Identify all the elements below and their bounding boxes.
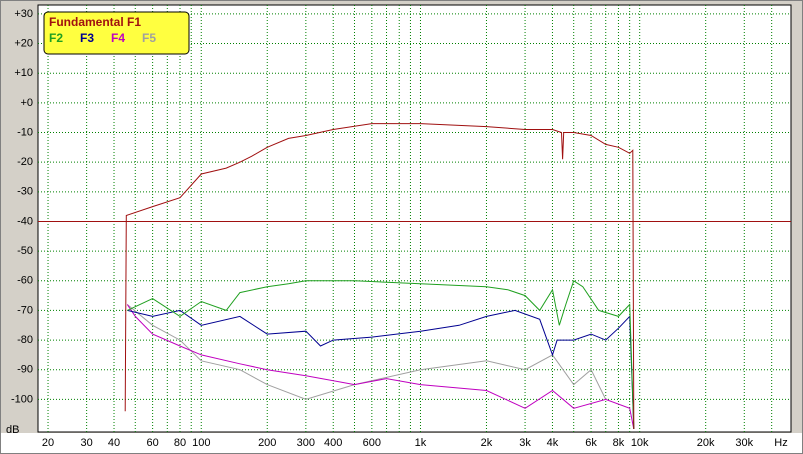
x-tick-label: 10k — [631, 437, 649, 449]
legend-label: F4 — [111, 31, 125, 45]
y-tick-label: -50 — [17, 245, 33, 257]
y-tick-label: -80 — [17, 334, 33, 346]
x-tick-label: 6k — [585, 437, 597, 449]
x-tick-label: 200 — [258, 437, 276, 449]
x-tick-label: 100 — [192, 437, 210, 449]
x-tick-label: 60 — [146, 437, 158, 449]
x-tick-label: 20k — [697, 437, 715, 449]
y-tick-label: -100 — [11, 393, 33, 405]
y-tick-label: -40 — [17, 215, 33, 227]
x-tick-label: 1k — [415, 437, 427, 449]
series-line — [126, 304, 635, 430]
plot-area — [37, 4, 792, 433]
x-tick-label: 8k — [613, 437, 625, 449]
series-line — [127, 309, 635, 430]
y-tick-label: -60 — [17, 275, 33, 287]
x-tick-label: 300 — [297, 437, 315, 449]
y-tick-label: -10 — [17, 126, 33, 138]
x-tick-label: 400 — [324, 437, 342, 449]
x-tick-label: 4k — [547, 437, 559, 449]
legend-label: F5 — [142, 31, 156, 45]
y-tick-label: -70 — [17, 304, 33, 316]
y-tick-label: +10 — [14, 67, 33, 79]
x-tick-label: 30k — [735, 437, 753, 449]
legend-box — [43, 11, 190, 55]
series-line — [127, 280, 635, 430]
legend: Fundamental F1 F2 F3 F4 F5 — [43, 11, 190, 55]
y-tick-label: +20 — [14, 37, 33, 49]
x-tick-label: 3k — [519, 437, 531, 449]
y-tick-label: -90 — [17, 364, 33, 376]
x-tick-label: 20 — [42, 437, 54, 449]
y-tick-label: -30 — [17, 186, 33, 198]
x-tick-label: 600 — [363, 437, 381, 449]
legend-label: Fundamental F1 — [49, 15, 141, 29]
y-tick-label: -20 — [17, 156, 33, 168]
x-tick-label: 2k — [481, 437, 493, 449]
y-tick-label: +30 — [14, 8, 33, 20]
x-axis-label: Hz — [774, 437, 787, 449]
legend-label: F3 — [80, 31, 94, 45]
y-tick-label: +0 — [20, 97, 33, 109]
x-tick-label: 40 — [108, 437, 120, 449]
x-axis-strip — [1, 433, 802, 453]
x-tick-label: 30 — [81, 437, 93, 449]
legend-label: F2 — [49, 31, 63, 45]
x-tick-label: 80 — [174, 437, 186, 449]
y-axis-label: dB — [6, 424, 19, 436]
series-line — [124, 123, 635, 430]
